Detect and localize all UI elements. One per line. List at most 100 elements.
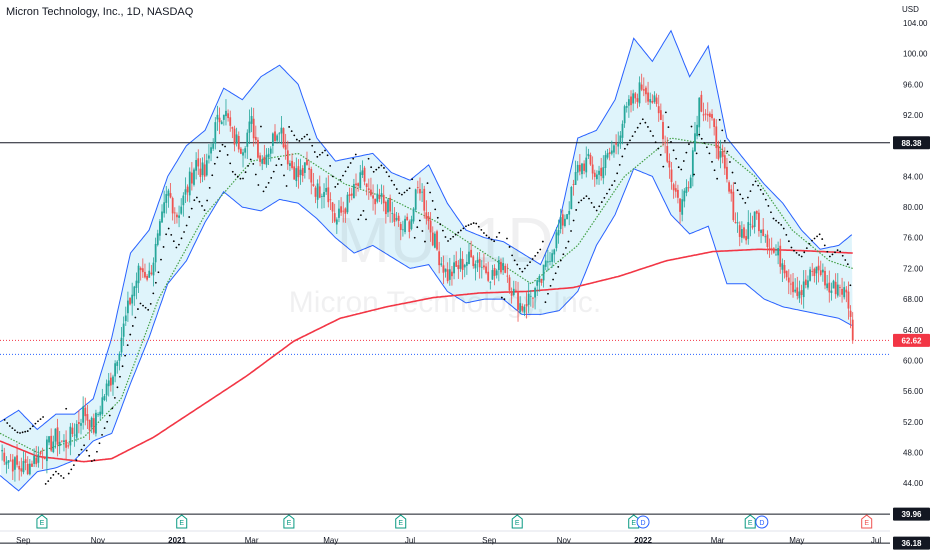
candle <box>154 237 157 272</box>
sar-dot <box>52 473 55 476</box>
candle <box>783 260 786 279</box>
sar-dot <box>178 243 180 246</box>
candle <box>555 227 558 252</box>
candle <box>250 107 253 133</box>
sar-dot <box>552 278 555 281</box>
candle <box>3 447 6 466</box>
candle <box>711 109 713 121</box>
price-axis: 44.00 48.00 52.00 56.00 60.00 64.00 68.00 72.00… <box>903 19 928 488</box>
candle <box>267 147 270 166</box>
candle <box>551 249 554 268</box>
sar-dot <box>623 147 626 150</box>
candle <box>380 184 383 205</box>
candle <box>365 183 368 196</box>
candle <box>621 120 624 145</box>
candle-body <box>747 222 750 239</box>
candle <box>768 238 771 258</box>
candle <box>638 76 641 107</box>
candle-body <box>523 306 526 313</box>
candle <box>316 179 319 209</box>
candle <box>517 281 519 322</box>
candle-body <box>664 142 667 144</box>
candle-body <box>783 265 786 274</box>
candle <box>527 282 530 314</box>
candle <box>849 305 852 329</box>
candle <box>514 281 517 291</box>
candle <box>109 372 112 392</box>
candle <box>544 254 547 271</box>
candle <box>634 91 637 104</box>
y-tick-label: 76.00 <box>903 234 924 243</box>
candle-body <box>807 280 809 288</box>
candle <box>169 182 172 199</box>
candle-body <box>139 267 142 271</box>
sar-dot <box>372 170 375 173</box>
candle-body <box>86 414 89 421</box>
price-tag-bg <box>893 536 930 550</box>
x-tick-label: May <box>789 536 804 545</box>
candle-body <box>295 168 298 182</box>
candle-body <box>60 440 63 442</box>
candle <box>421 183 423 202</box>
candle-body <box>581 163 583 175</box>
candle-body <box>412 208 415 222</box>
candle-body <box>265 154 268 165</box>
candle-body <box>357 183 360 186</box>
sar-dot <box>85 449 88 452</box>
candle <box>103 393 106 402</box>
candle <box>613 143 615 158</box>
sar-dot <box>772 217 775 220</box>
sar-dot <box>34 422 37 425</box>
candle-body <box>137 265 140 284</box>
candle <box>45 435 48 474</box>
sar-dot <box>588 197 590 200</box>
sar-dot <box>503 298 506 300</box>
candle <box>696 115 699 140</box>
sar-dot <box>647 126 649 128</box>
candle-body <box>218 117 221 123</box>
candle-body <box>69 426 72 446</box>
sar-dot <box>29 427 32 430</box>
candle-body <box>259 155 261 162</box>
sar-dot <box>88 454 91 457</box>
candle <box>764 233 767 243</box>
candle-body <box>416 187 419 188</box>
candle-body <box>118 353 121 361</box>
candle <box>561 209 564 235</box>
candle-body <box>152 262 155 276</box>
sar-dot <box>137 308 139 310</box>
sar-dot <box>475 222 478 225</box>
sar-dot <box>201 205 203 207</box>
sar-dot <box>188 216 191 218</box>
candle <box>24 452 27 471</box>
candle <box>31 460 33 467</box>
candle <box>395 211 398 222</box>
candle-body <box>517 292 519 310</box>
candle-body <box>566 214 568 220</box>
candle-body <box>444 268 447 272</box>
candle <box>99 405 102 420</box>
candle-body <box>248 121 251 133</box>
sar-dot <box>131 325 134 327</box>
candle <box>683 188 686 208</box>
sar-dot <box>3 418 6 421</box>
candle <box>811 263 814 277</box>
candle-body <box>39 452 42 454</box>
candle-body <box>289 163 291 166</box>
candle <box>538 274 541 292</box>
sar-dot <box>600 201 603 203</box>
sar-dot <box>444 236 447 238</box>
sar-dot <box>759 188 762 191</box>
candle <box>578 154 581 176</box>
candle-body <box>129 297 131 305</box>
candle-body <box>154 243 157 263</box>
sar-dot <box>603 196 606 199</box>
candle-body <box>352 184 355 199</box>
price-tag-label: 88.38 <box>901 139 922 148</box>
sar-dot <box>213 162 216 165</box>
sar-dot <box>657 147 660 150</box>
sar-dot <box>634 131 637 133</box>
sar-dot <box>170 233 173 236</box>
candle-body <box>811 271 814 272</box>
